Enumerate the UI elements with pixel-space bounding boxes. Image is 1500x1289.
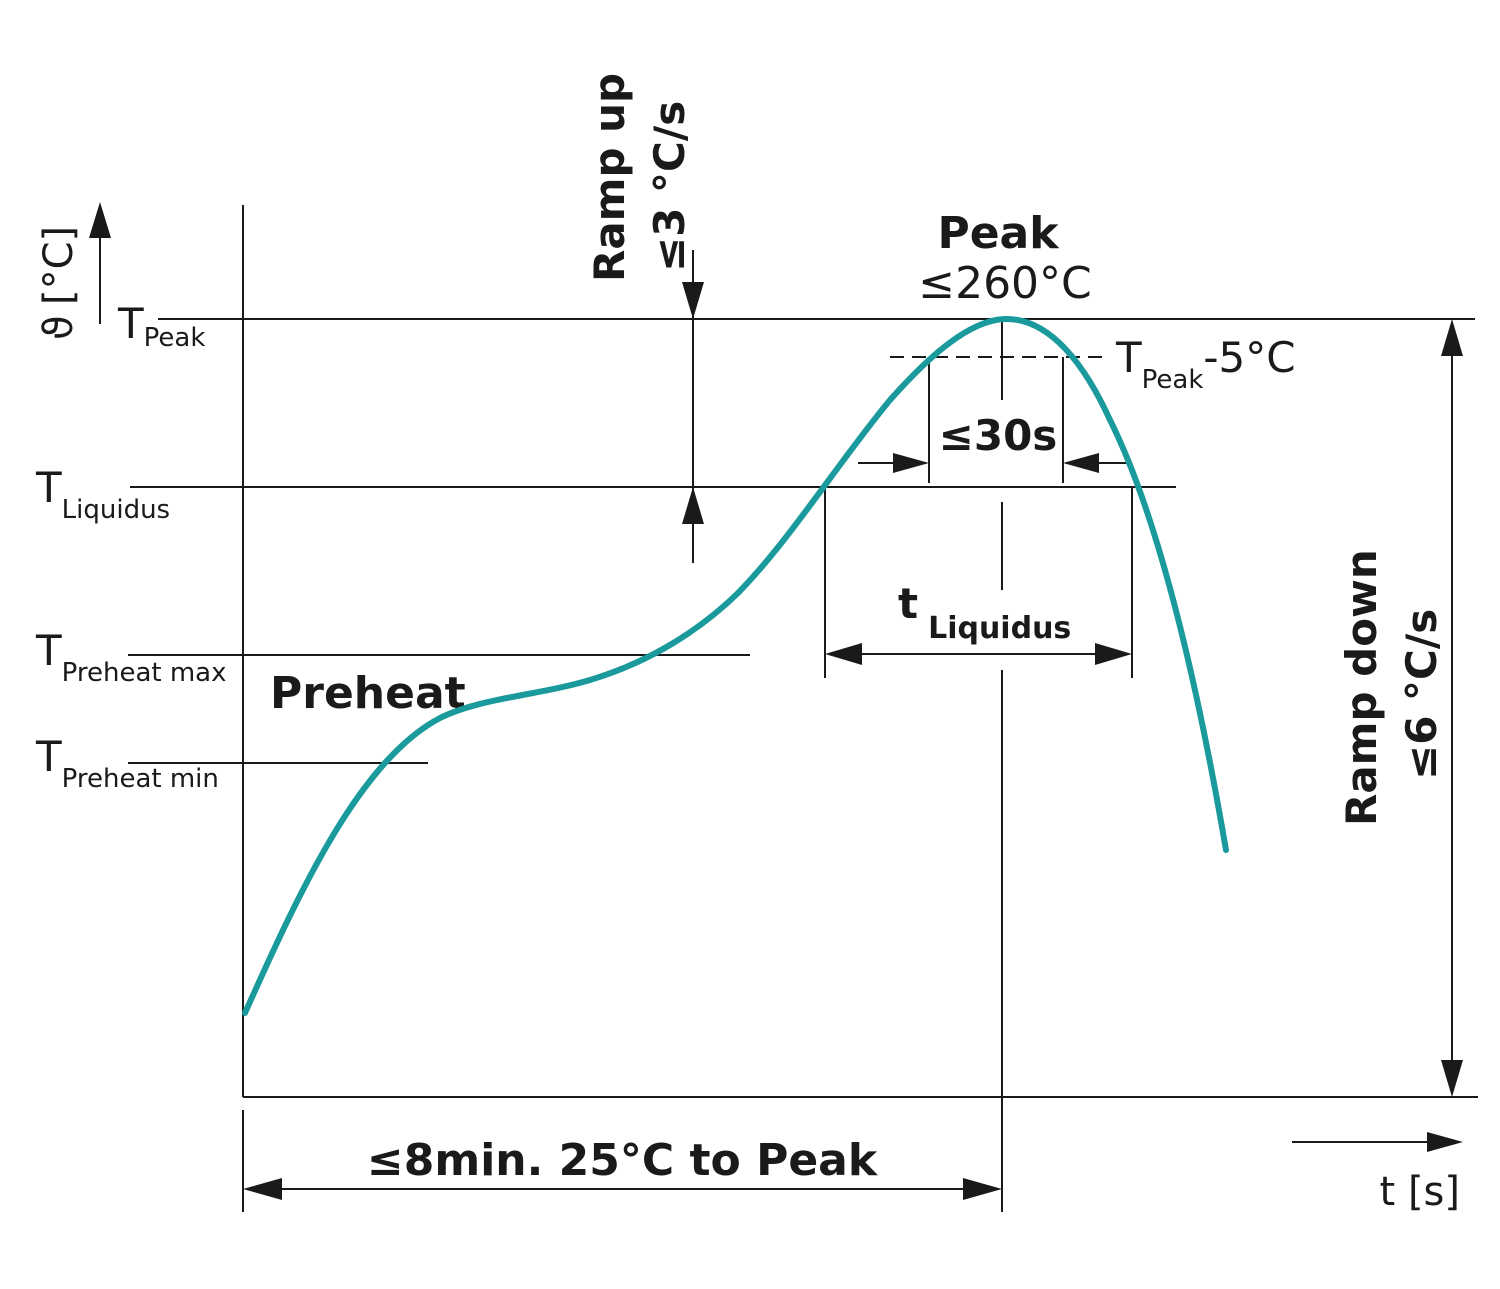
t-liquidus-label: TLiquidus <box>35 463 170 525</box>
t-liquidus-left-arrow-icon <box>825 643 862 665</box>
ramp-up-line2: ≤3 °C/s <box>645 101 694 272</box>
t-preheat-min-label: TPreheat min <box>35 732 219 794</box>
ramp-down-top-arrow-icon <box>1441 319 1463 356</box>
window-30s-right-arrow-icon <box>1063 453 1099 473</box>
window-30s-left-arrow-icon <box>893 453 929 473</box>
t-peak-label: TPeak <box>117 299 205 353</box>
ramp-down-bottom-arrow-icon <box>1441 1060 1463 1097</box>
total-time-left-arrow-icon <box>243 1178 282 1200</box>
x-axis-label-group: t [s] <box>1292 1132 1463 1215</box>
y-axis-symbol: ϑ <box>36 315 82 340</box>
total-time-right-arrow-icon <box>963 1178 1002 1200</box>
t-preheat-max-label: TPreheat max <box>35 626 227 688</box>
window-30s-label: ≤30s <box>939 411 1058 460</box>
reflow-profile-curve <box>242 315 1229 1016</box>
ramp-up-down-arrow-icon <box>682 282 704 319</box>
ramp-up-up-arrow-icon <box>682 487 704 524</box>
t-liquidus-right-arrow-icon <box>1095 643 1132 665</box>
peak-title: Peak <box>937 208 1060 259</box>
ramp-down-line1: Ramp down <box>1337 549 1386 826</box>
y-axis-arrow-icon <box>89 202 111 238</box>
t-liquidus-label: tLiquidus <box>898 579 1071 646</box>
x-axis-label: t [s] <box>1380 1169 1460 1215</box>
preheat-label: Preheat <box>270 668 466 719</box>
y-axis-label: ϑ [°C] <box>36 202 111 340</box>
y-axis-unit: [°C] <box>36 226 82 305</box>
total-time-label: ≤8min. 25°C to Peak <box>367 1135 879 1186</box>
peak-value: ≤260°C <box>918 258 1092 309</box>
t-peak-minus-5-label: TPeak-5°C <box>1115 333 1296 395</box>
ramp-up-line1: Ramp up <box>585 73 634 282</box>
ramp-down-line2: ≤6 °C/s <box>1397 609 1446 780</box>
x-axis-arrow-icon <box>1427 1132 1463 1152</box>
